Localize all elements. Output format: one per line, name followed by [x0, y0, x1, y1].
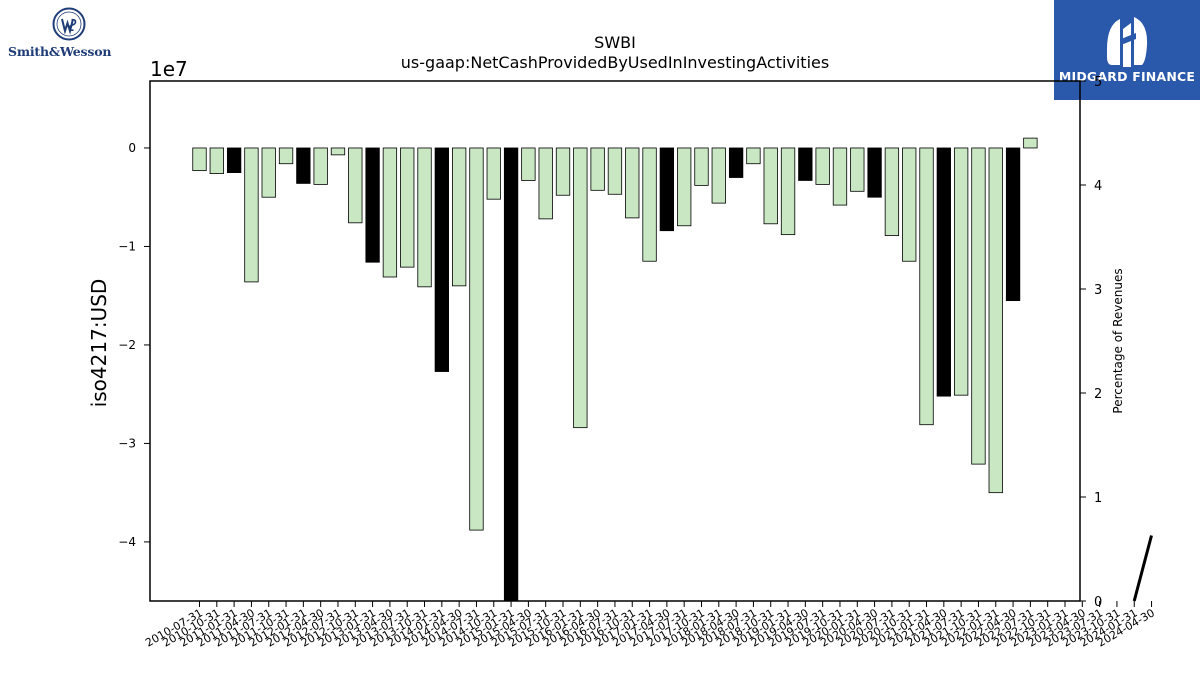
midgard-finance-wordmark: MIDGARD FINANCE	[1058, 69, 1196, 84]
bar	[521, 147, 536, 181]
bar	[746, 147, 761, 165]
bar	[400, 147, 415, 268]
bar	[728, 147, 744, 178]
bar	[919, 147, 934, 426]
bar	[642, 147, 657, 262]
bar	[348, 147, 363, 224]
bar	[971, 147, 986, 465]
y-exponent-label: 1e7	[150, 57, 188, 81]
bar	[1005, 147, 1021, 302]
bar	[1023, 137, 1038, 149]
chart-subtitle: us-gaap:NetCashProvidedByUsedInInvesting…	[401, 53, 829, 72]
y-tick-label: −2	[118, 338, 136, 352]
bar	[694, 147, 709, 186]
smith-wesson-seal-icon	[52, 7, 86, 41]
bar	[469, 147, 484, 531]
bar	[936, 147, 951, 397]
y2-tick-label: 1	[1094, 491, 1102, 506]
y-tick-label: 0	[128, 141, 136, 155]
y2-axis-label: Percentage of Revenues	[1111, 268, 1125, 413]
percentage-line	[1132, 535, 1153, 602]
y-tick-label: −1	[118, 239, 136, 253]
y-tick-label: −4	[118, 535, 136, 549]
bar	[313, 147, 328, 185]
bar	[988, 147, 1003, 494]
bar	[503, 147, 519, 601]
y-tick-label: −3	[118, 436, 136, 450]
y2-tick-label: 2	[1094, 387, 1102, 402]
bar	[244, 147, 259, 283]
bar	[296, 147, 311, 184]
bar	[867, 147, 882, 198]
bar	[659, 147, 675, 232]
bar	[677, 147, 692, 227]
bar	[798, 147, 813, 181]
bar	[382, 147, 398, 278]
y2-ticks-group: 0 1 2 3 4 5	[1080, 75, 1102, 610]
midgard-finance-mark-icon	[1107, 17, 1148, 67]
bars-group	[192, 137, 1038, 601]
y-axis-label: iso4217:USD	[87, 279, 111, 408]
y2-tick-label: 0	[1094, 595, 1102, 610]
bar	[590, 147, 605, 191]
plot-frame	[149, 80, 1081, 602]
bar	[780, 147, 796, 236]
bar	[417, 147, 432, 288]
y2-tick-label: 5	[1094, 75, 1102, 90]
bar	[902, 147, 917, 262]
bar	[278, 147, 294, 165]
bar	[832, 147, 848, 206]
midgard-finance-logo: MIDGARD FINANCE	[1054, 0, 1200, 100]
y2-tick-label: 4	[1094, 179, 1102, 194]
smith-wesson-wordmark: Smith&Wesson	[8, 44, 112, 59]
bar	[555, 147, 571, 196]
bar	[261, 147, 276, 198]
bar	[850, 147, 865, 192]
bar	[815, 147, 830, 185]
x-ticks-group: 2010-07-312010-10-312011-01-312011-04-30…	[143, 601, 1157, 650]
bar	[365, 147, 380, 263]
bar	[573, 147, 588, 429]
bar	[330, 147, 346, 156]
bar	[434, 147, 449, 372]
bar	[607, 147, 623, 195]
bar	[538, 147, 553, 220]
bar	[953, 147, 969, 396]
chart-title: SWBI	[594, 33, 636, 52]
bar	[486, 147, 501, 200]
bar	[625, 147, 640, 219]
y2-tick-label: 3	[1094, 283, 1102, 298]
smith-wesson-logo: Smith&Wesson	[6, 6, 128, 59]
y-ticks-group: 0 −1 −2 −3 −4	[118, 141, 150, 549]
bar	[451, 147, 467, 287]
bar	[226, 147, 242, 173]
bar	[884, 147, 900, 237]
bar	[209, 147, 224, 174]
bar	[763, 147, 778, 225]
bar	[711, 147, 726, 204]
bar	[192, 147, 207, 172]
